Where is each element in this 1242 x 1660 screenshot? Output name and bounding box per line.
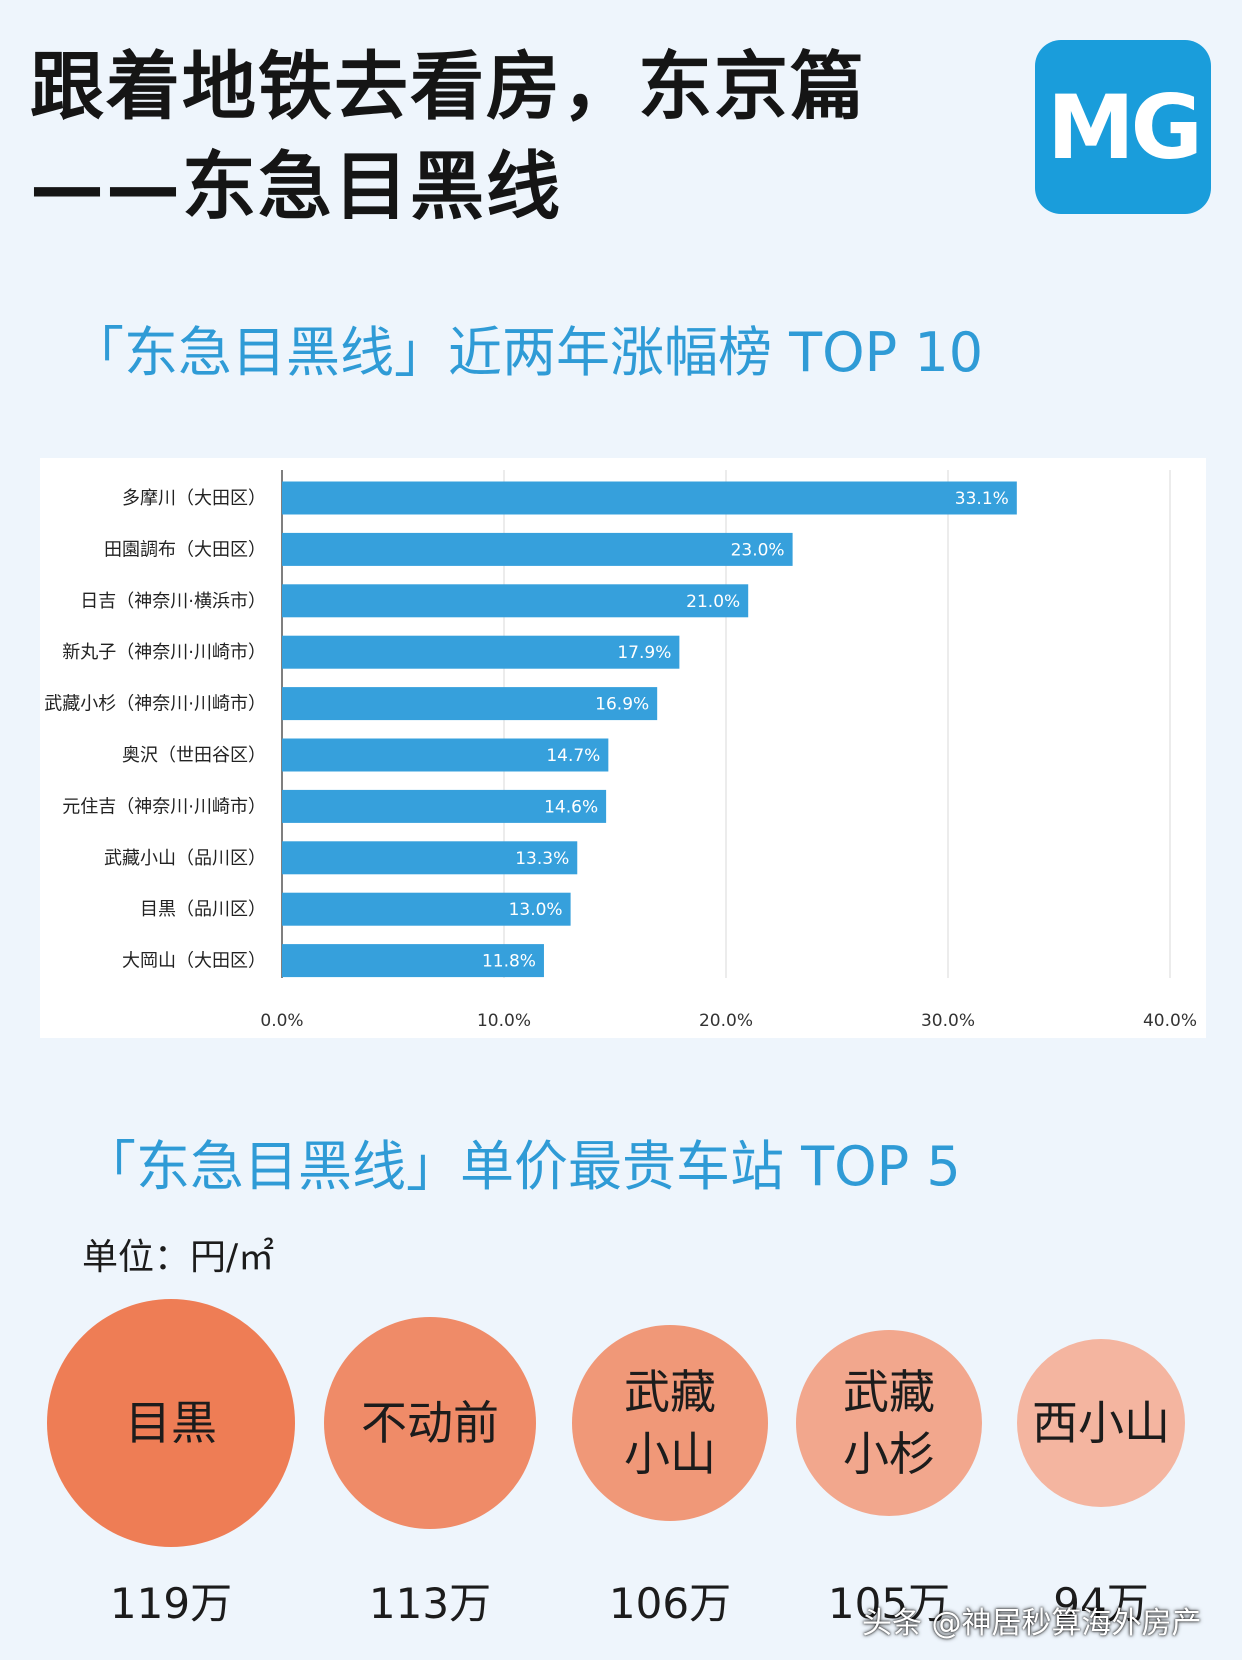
section-title-top10: 「东急目黑线」近两年涨幅榜 TOP 10 — [70, 321, 984, 384]
bar-value-label: 17.9% — [617, 643, 671, 663]
station-circle: 武藏 小山 — [572, 1325, 768, 1521]
x-tick-label: 40.0% — [1143, 1011, 1197, 1031]
bar-value-label: 13.0% — [509, 900, 563, 920]
unit-label: 单位：円/㎡ — [82, 1237, 275, 1278]
mg-logo: MG — [1035, 40, 1211, 214]
station-price: 105万 — [827, 1579, 951, 1628]
bar — [282, 687, 658, 721]
station-price: 113万 — [368, 1579, 492, 1628]
category-label: 奥沢（世田谷区） — [122, 745, 266, 766]
category-label: 目黒（品川区） — [140, 899, 266, 920]
station-circle: 西小山 — [1017, 1339, 1185, 1507]
bar-chart-panel: 0.0% 10.0% 20.0% 30.0% 40.0% 33.1% 多摩川（大田区） 23.… — [40, 458, 1206, 1038]
station-price: 119万 — [109, 1579, 233, 1628]
bar-value-label: 16.9% — [595, 695, 649, 715]
page-title-line-1: 跟着地铁去看房，东京篇 — [30, 44, 866, 130]
x-tick-label: 30.0% — [921, 1011, 975, 1031]
category-label: 大岡山（大田区） — [122, 951, 266, 972]
x-tick-label: 0.0% — [260, 1011, 303, 1031]
bar-value-label: 13.3% — [515, 849, 569, 869]
bar-value-label: 33.1% — [955, 489, 1009, 509]
bar-value-label: 23.0% — [731, 540, 785, 560]
station-price: 94万 — [1053, 1579, 1149, 1628]
category-label: 田園調布（大田区） — [104, 539, 266, 560]
category-label: 武藏小杉（神奈川·川崎市） — [44, 694, 266, 715]
category-label: 武藏小山（品川区） — [104, 848, 266, 869]
category-label: 元住吉（神奈川·川崎市） — [62, 796, 266, 817]
bar-value-label: 11.8% — [482, 952, 536, 972]
bar — [282, 635, 680, 669]
bar — [282, 944, 544, 978]
footer-watermark: 头条 @神居秒算海外房产 — [862, 1606, 1202, 1641]
bar — [282, 481, 1017, 515]
station-name: 武藏 小山 — [624, 1364, 716, 1481]
section-title-top5: 「东急目黑线」单价最贵车站 TOP 5 — [82, 1135, 961, 1198]
bar — [282, 584, 749, 618]
x-tick-label: 10.0% — [477, 1011, 531, 1031]
bar-chart: 0.0% 10.0% 20.0% 30.0% 40.0% 33.1% 多摩川（大田区） 23.… — [44, 470, 1197, 1031]
station-circle: 目黒 — [47, 1299, 295, 1547]
station-circle: 武藏 小杉 — [796, 1330, 982, 1516]
page-title-line-2: ——东急目黑线 — [30, 144, 562, 230]
bar — [282, 532, 793, 566]
bar — [282, 738, 609, 772]
bar-value-label: 14.6% — [544, 797, 598, 817]
station-name: 目黒 — [125, 1395, 217, 1450]
station-name: 不动前 — [361, 1395, 499, 1450]
category-label: 多摩川（大田区） — [122, 488, 266, 509]
category-label: 日吉（神奈川·横浜市） — [80, 591, 266, 612]
bar — [282, 789, 607, 823]
bar — [282, 841, 578, 875]
bar-value-label: 14.7% — [546, 746, 600, 766]
station-name: 武藏 小杉 — [843, 1364, 935, 1481]
station-circle: 不动前 — [324, 1317, 536, 1529]
bar — [282, 892, 571, 926]
station-name: 西小山 — [1032, 1395, 1170, 1450]
x-tick-label: 20.0% — [699, 1011, 753, 1031]
station-price: 106万 — [608, 1579, 732, 1628]
category-label: 新丸子（神奈川·川崎市） — [62, 642, 266, 663]
bar-value-label: 21.0% — [686, 592, 740, 612]
